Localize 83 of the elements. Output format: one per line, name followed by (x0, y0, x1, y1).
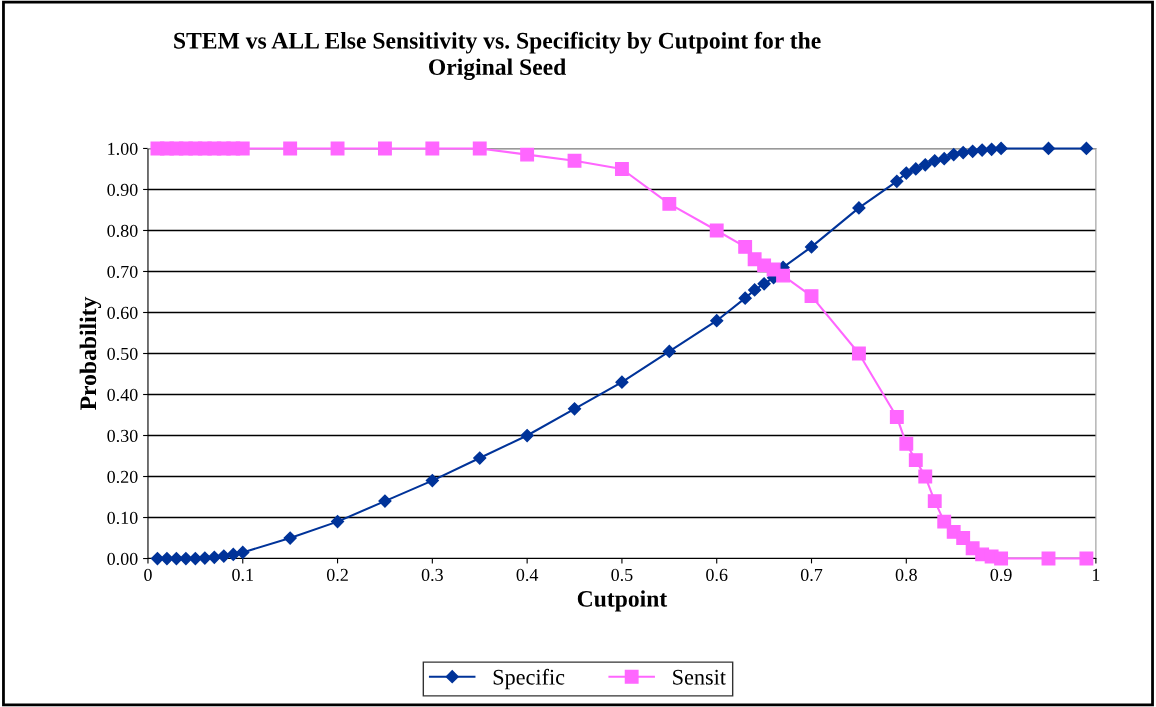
point (748, 283, 762, 297)
point (994, 551, 1009, 566)
point (179, 551, 193, 566)
y-tick-label: 0.60 (107, 306, 138, 320)
legend-label: Specific (493, 668, 565, 690)
point (889, 410, 904, 425)
point (1079, 551, 1094, 566)
point (966, 144, 980, 158)
point (283, 531, 297, 545)
point (927, 494, 942, 509)
x-tick-label: 0.3 (421, 568, 443, 582)
point (662, 196, 677, 211)
x-axis-title: Cutpoint (577, 590, 668, 612)
point (615, 375, 629, 389)
point (567, 402, 582, 416)
point (567, 153, 582, 168)
y-tick-label: 0.50 (107, 347, 138, 361)
x-tick-label: 0.7 (800, 568, 823, 582)
point (804, 289, 819, 304)
point (160, 551, 174, 566)
y-tick-label: 0.40 (107, 388, 138, 402)
point (662, 344, 676, 359)
y-tick-label: 0.10 (107, 511, 138, 525)
point (928, 154, 942, 168)
point (425, 141, 440, 156)
point (217, 549, 231, 563)
point (918, 158, 932, 172)
point (425, 474, 439, 488)
x-tick-label: 0.4 (516, 568, 539, 582)
point (738, 239, 753, 254)
point (520, 147, 535, 162)
point (520, 428, 534, 443)
point (956, 145, 970, 160)
y-tick-label: 0.80 (107, 224, 138, 237)
point (1041, 141, 1056, 156)
point (899, 166, 913, 180)
point (226, 547, 240, 562)
legend-label: Sensit (673, 669, 726, 685)
point (908, 453, 923, 468)
point (1079, 141, 1093, 156)
y-tick-label: 0.00 (107, 552, 138, 566)
x-tick-label: 0.1 (232, 568, 253, 582)
point (937, 514, 952, 529)
y-tick-label: 0.70 (107, 265, 138, 279)
y-tick-label: 1.00 (108, 142, 138, 155)
point (378, 494, 392, 508)
point (804, 240, 819, 254)
point (710, 314, 724, 328)
point (909, 162, 923, 176)
point (757, 277, 771, 291)
point (851, 346, 866, 361)
point (776, 268, 791, 283)
point (473, 451, 487, 465)
point (852, 201, 866, 215)
point (738, 291, 752, 305)
point (614, 162, 629, 176)
point (994, 141, 1008, 156)
point (899, 436, 914, 451)
x-tick-label: 1 (1092, 568, 1100, 581)
point (709, 223, 724, 238)
x-tick-label: 0 (144, 568, 152, 581)
point (330, 515, 345, 529)
y-tick-label: 0.90 (107, 183, 138, 196)
point (918, 469, 933, 484)
x-tick-label: 0.8 (895, 568, 917, 582)
point (472, 141, 487, 156)
point (956, 531, 971, 545)
point (937, 152, 951, 166)
x-tick-label: 0.9 (990, 568, 1012, 582)
point (235, 141, 250, 156)
point (890, 174, 904, 188)
point (236, 545, 250, 559)
point (198, 551, 212, 565)
point (947, 148, 961, 162)
y-tick-label: 0.20 (107, 470, 138, 484)
point (283, 141, 298, 156)
point (378, 141, 392, 156)
x-tick-label: 0.2 (326, 568, 348, 582)
x-tick-label: 0.6 (706, 568, 728, 582)
y-axis-title: Probability (79, 296, 102, 410)
y-tick-label: 0.30 (107, 429, 138, 443)
x-tick-label: 0.5 (611, 568, 633, 582)
chart-title: STEM vs ALL Else Sensitivity vs. Specificity by Cutpoint for the Original Seed (174, 31, 821, 81)
